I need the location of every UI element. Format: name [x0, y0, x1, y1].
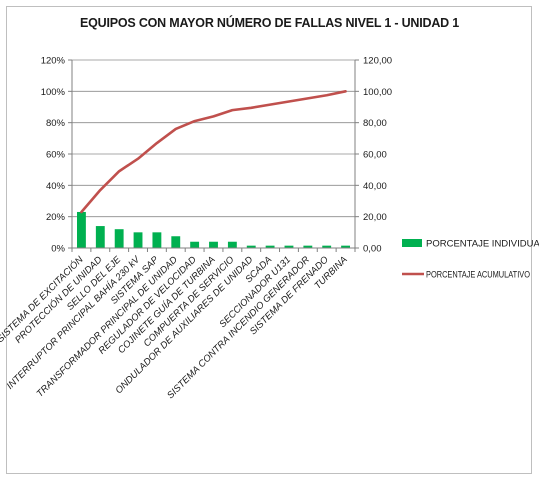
left-tick-label: 100%: [41, 87, 66, 98]
legend-swatch-individual: [402, 239, 422, 247]
right-tick-label: 120,00: [363, 56, 392, 67]
legend: PORCENTAJE INDIVIDUAL PORCENTAJE ACUMULAT…: [402, 239, 539, 281]
right-axis-ticks: 0,00 20,00 40,00 60,00 80,00 100,00 120,00: [363, 56, 392, 255]
bar: [303, 245, 313, 248]
gridlines: [72, 59, 355, 218]
legend-label-individual: PORCENTAJE INDIVIDUAL: [426, 239, 539, 250]
left-tick-label: 120%: [41, 56, 66, 67]
bar: [133, 232, 143, 248]
bar: [171, 236, 181, 248]
bar: [322, 245, 332, 248]
left-tick-label: 80%: [46, 118, 66, 129]
bar: [209, 241, 218, 248]
bar: [341, 245, 351, 248]
bar: [95, 226, 105, 248]
cumulative-line: [80, 90, 347, 214]
chart-title: EQUIPOS CON MAYOR NÚMERO DE FALLAS NIVEL…: [79, 16, 460, 30]
right-tick-label: 20,00: [363, 212, 387, 223]
bar: [265, 245, 275, 248]
bar: [114, 229, 124, 248]
axes: [68, 59, 359, 252]
bar: [152, 232, 162, 248]
bar: [190, 241, 200, 248]
bars: [76, 211, 351, 248]
left-axis-ticks: 0% 20% 40% 60% 80% 100% 120%: [41, 56, 66, 255]
right-tick-label: 40,00: [363, 181, 387, 192]
bar: [227, 241, 237, 248]
right-tick-label: 60,00: [363, 150, 387, 161]
legend-label-cumulative: PORCENTAJE ACUMULATIVO: [426, 270, 530, 281]
bar: [284, 245, 294, 248]
left-tick-label: 20%: [46, 212, 66, 223]
right-tick-label: 80,00: [363, 118, 387, 129]
bar: [76, 211, 86, 248]
cumulative-line-group: [80, 90, 347, 214]
right-tick-label: 100,00: [363, 87, 392, 98]
left-tick-label: 60%: [46, 150, 66, 161]
right-tick-label: 0,00: [363, 244, 382, 255]
left-tick-label: 40%: [46, 181, 66, 192]
chart-frame: [6, 6, 532, 474]
bar: [246, 245, 256, 248]
left-tick-label: 0%: [51, 244, 65, 255]
